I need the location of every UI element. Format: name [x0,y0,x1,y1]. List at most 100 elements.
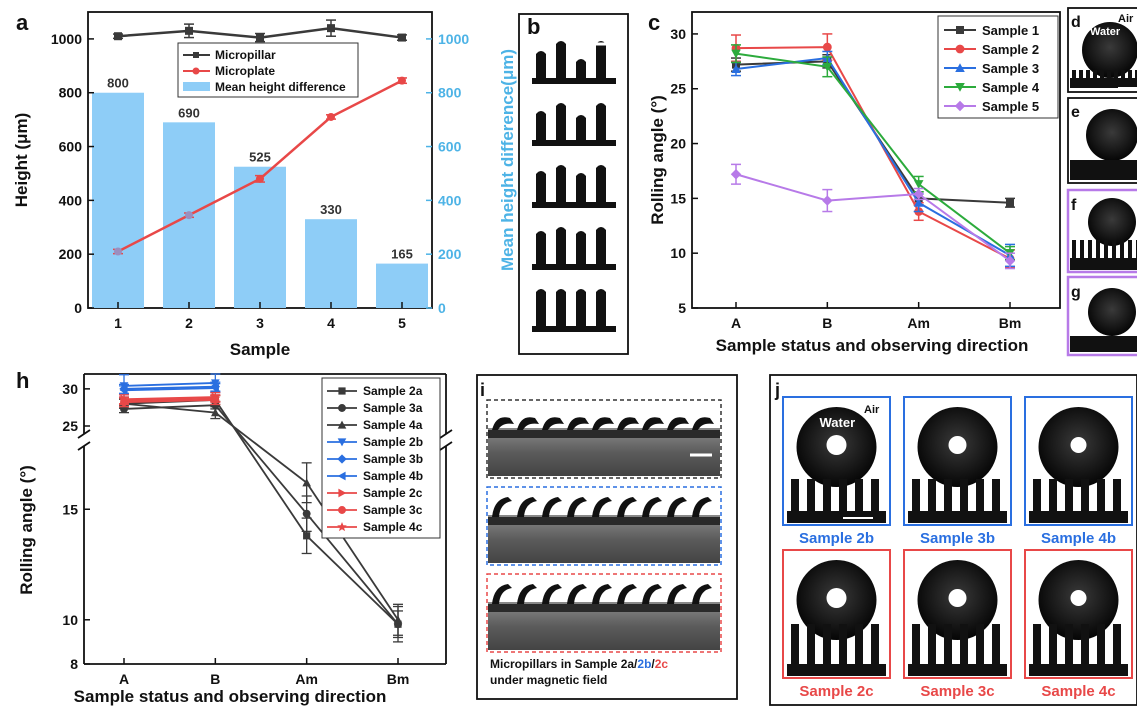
axis-break-mark [439,429,453,439]
panel-j-pillar [944,479,952,511]
panel-j-label: j [774,380,780,400]
panel-f-pillar [1088,240,1092,260]
panel-d-pillar [1135,70,1137,79]
panel-j-pillar [807,624,815,664]
panel-a-x-ticks: 1 2 3 4 5 [114,302,406,331]
panel-d-pillar [1072,70,1076,79]
x-tick-label: 1 [114,315,122,331]
legend-marker [338,387,346,395]
panel-a-y2-ticks: 0 200 400 600 800 1000 [426,31,469,316]
point-microplate [327,112,335,121]
panel-j-pillar [1097,624,1105,664]
panel-b-pillar [536,111,546,140]
panel-a-label: a [16,10,29,35]
x-tick-label: 3 [256,315,264,331]
point-sample-4c [210,393,221,403]
panel-f-pillar [1120,240,1124,260]
line-sample-2c [123,396,216,401]
panel-i-pillar [492,497,512,517]
panel-a-legend: Micropillar Microplate Mean height diffe… [177,42,359,98]
panel-j-droplet-highlight [1070,590,1087,606]
panel-e-substrate [1070,160,1137,180]
point-sample-5 [913,188,924,200]
panel-j-substrate [787,664,886,676]
panel-h-x-label: Sample status and observing direction [74,687,387,706]
panel-j-pillar [960,624,968,664]
panel-j-pillar [1113,479,1121,511]
legend-text: Sample 4c [363,520,423,534]
panel-b-pillar [596,227,606,264]
panel-b-pillar [576,231,586,264]
y-tick-label: 5 [678,300,686,316]
bar-label-3: 525 [249,150,271,165]
x-tick-label: 4 [327,315,335,331]
x-tick-label: Am [295,671,318,687]
panel-a-y2-label: Mean height difference(μm) [498,49,517,271]
panel-e: e [1067,97,1137,184]
legend-marker [337,420,347,429]
y2-tick-label: 400 [438,192,462,208]
panel-j-pillar [1081,624,1089,664]
panel-j-pillar [855,479,863,511]
panel-j-pillar [912,479,920,511]
x-tick-label: Bm [387,671,410,687]
panel-j-pillar [823,479,831,511]
bar-label-2: 690 [178,105,200,120]
panel-j-water-text: Water [820,415,856,430]
panel-a: a 800 690 525 330 165 0 200 400 600 800 1000 0 200… [12,10,517,359]
panel-b-substrate [532,326,616,332]
legend-marker [337,438,347,447]
legend-microplate-marker [192,67,200,75]
panel-a-y-ticks: 0 200 400 600 800 1000 [51,31,94,316]
panel-g-substrate [1070,336,1137,352]
panel-b-pillar [556,227,566,264]
y-tick-label: 25 [670,81,686,97]
y2-tick-label: 200 [438,246,462,262]
panel-j-sample-label: Sample 2c [799,683,873,700]
panel-b-pillar [556,103,566,140]
panel-i-pillar [667,584,687,604]
x-tick-label: 2 [185,315,193,331]
panel-b: b [518,13,629,355]
y-tick-label: 15 [670,190,686,206]
panel-b-pillar [596,289,606,326]
point-sample-4a [393,615,403,624]
x-tick-label: A [119,671,129,687]
panel-d-pillar [1100,70,1104,79]
panel-i-images [486,399,722,653]
x-tick-label: B [210,671,220,687]
panel-d-pillar [1079,70,1083,79]
panel-i-base [488,430,720,438]
panel-a-lines [113,19,407,256]
panel-i-pillar [642,497,662,517]
bar-sample-4 [305,219,357,308]
panel-i-pillar [667,497,687,517]
panel-i-caption-slash: / [651,657,655,671]
panel-j-pillar [871,624,879,664]
panel-d-pillar [1128,70,1132,79]
line-sample-2b [123,382,216,387]
point-micropillar [327,24,335,33]
panel-f-pillar [1072,240,1076,260]
point-microplate [256,174,264,183]
point-microplate [398,76,406,85]
axis-break-mark [439,441,453,451]
x-tick-label: Bm [999,315,1022,331]
panel-j-substrate [1029,511,1128,523]
x-tick-label: Am [907,315,930,331]
point-sample-1 [1006,198,1014,207]
panel-f-pillar [1096,240,1100,260]
panel-i-caption-line1: Micropillars in Sample 2a/2b/2c [490,657,668,671]
panel-i-pillar [692,497,712,517]
point-micropillar [398,33,406,42]
panel-j-pillar [1049,624,1057,664]
panel-b-pillar [536,231,546,264]
panel-i-pillar [692,584,712,604]
panel-i-pillar [617,497,637,517]
panel-j-pillar [912,624,920,664]
point-sample-4b [211,383,219,393]
legend-text: Sample 3a [363,401,423,415]
bar-label-4: 330 [320,202,342,217]
panel-d: d Water Air [1067,7,1137,93]
